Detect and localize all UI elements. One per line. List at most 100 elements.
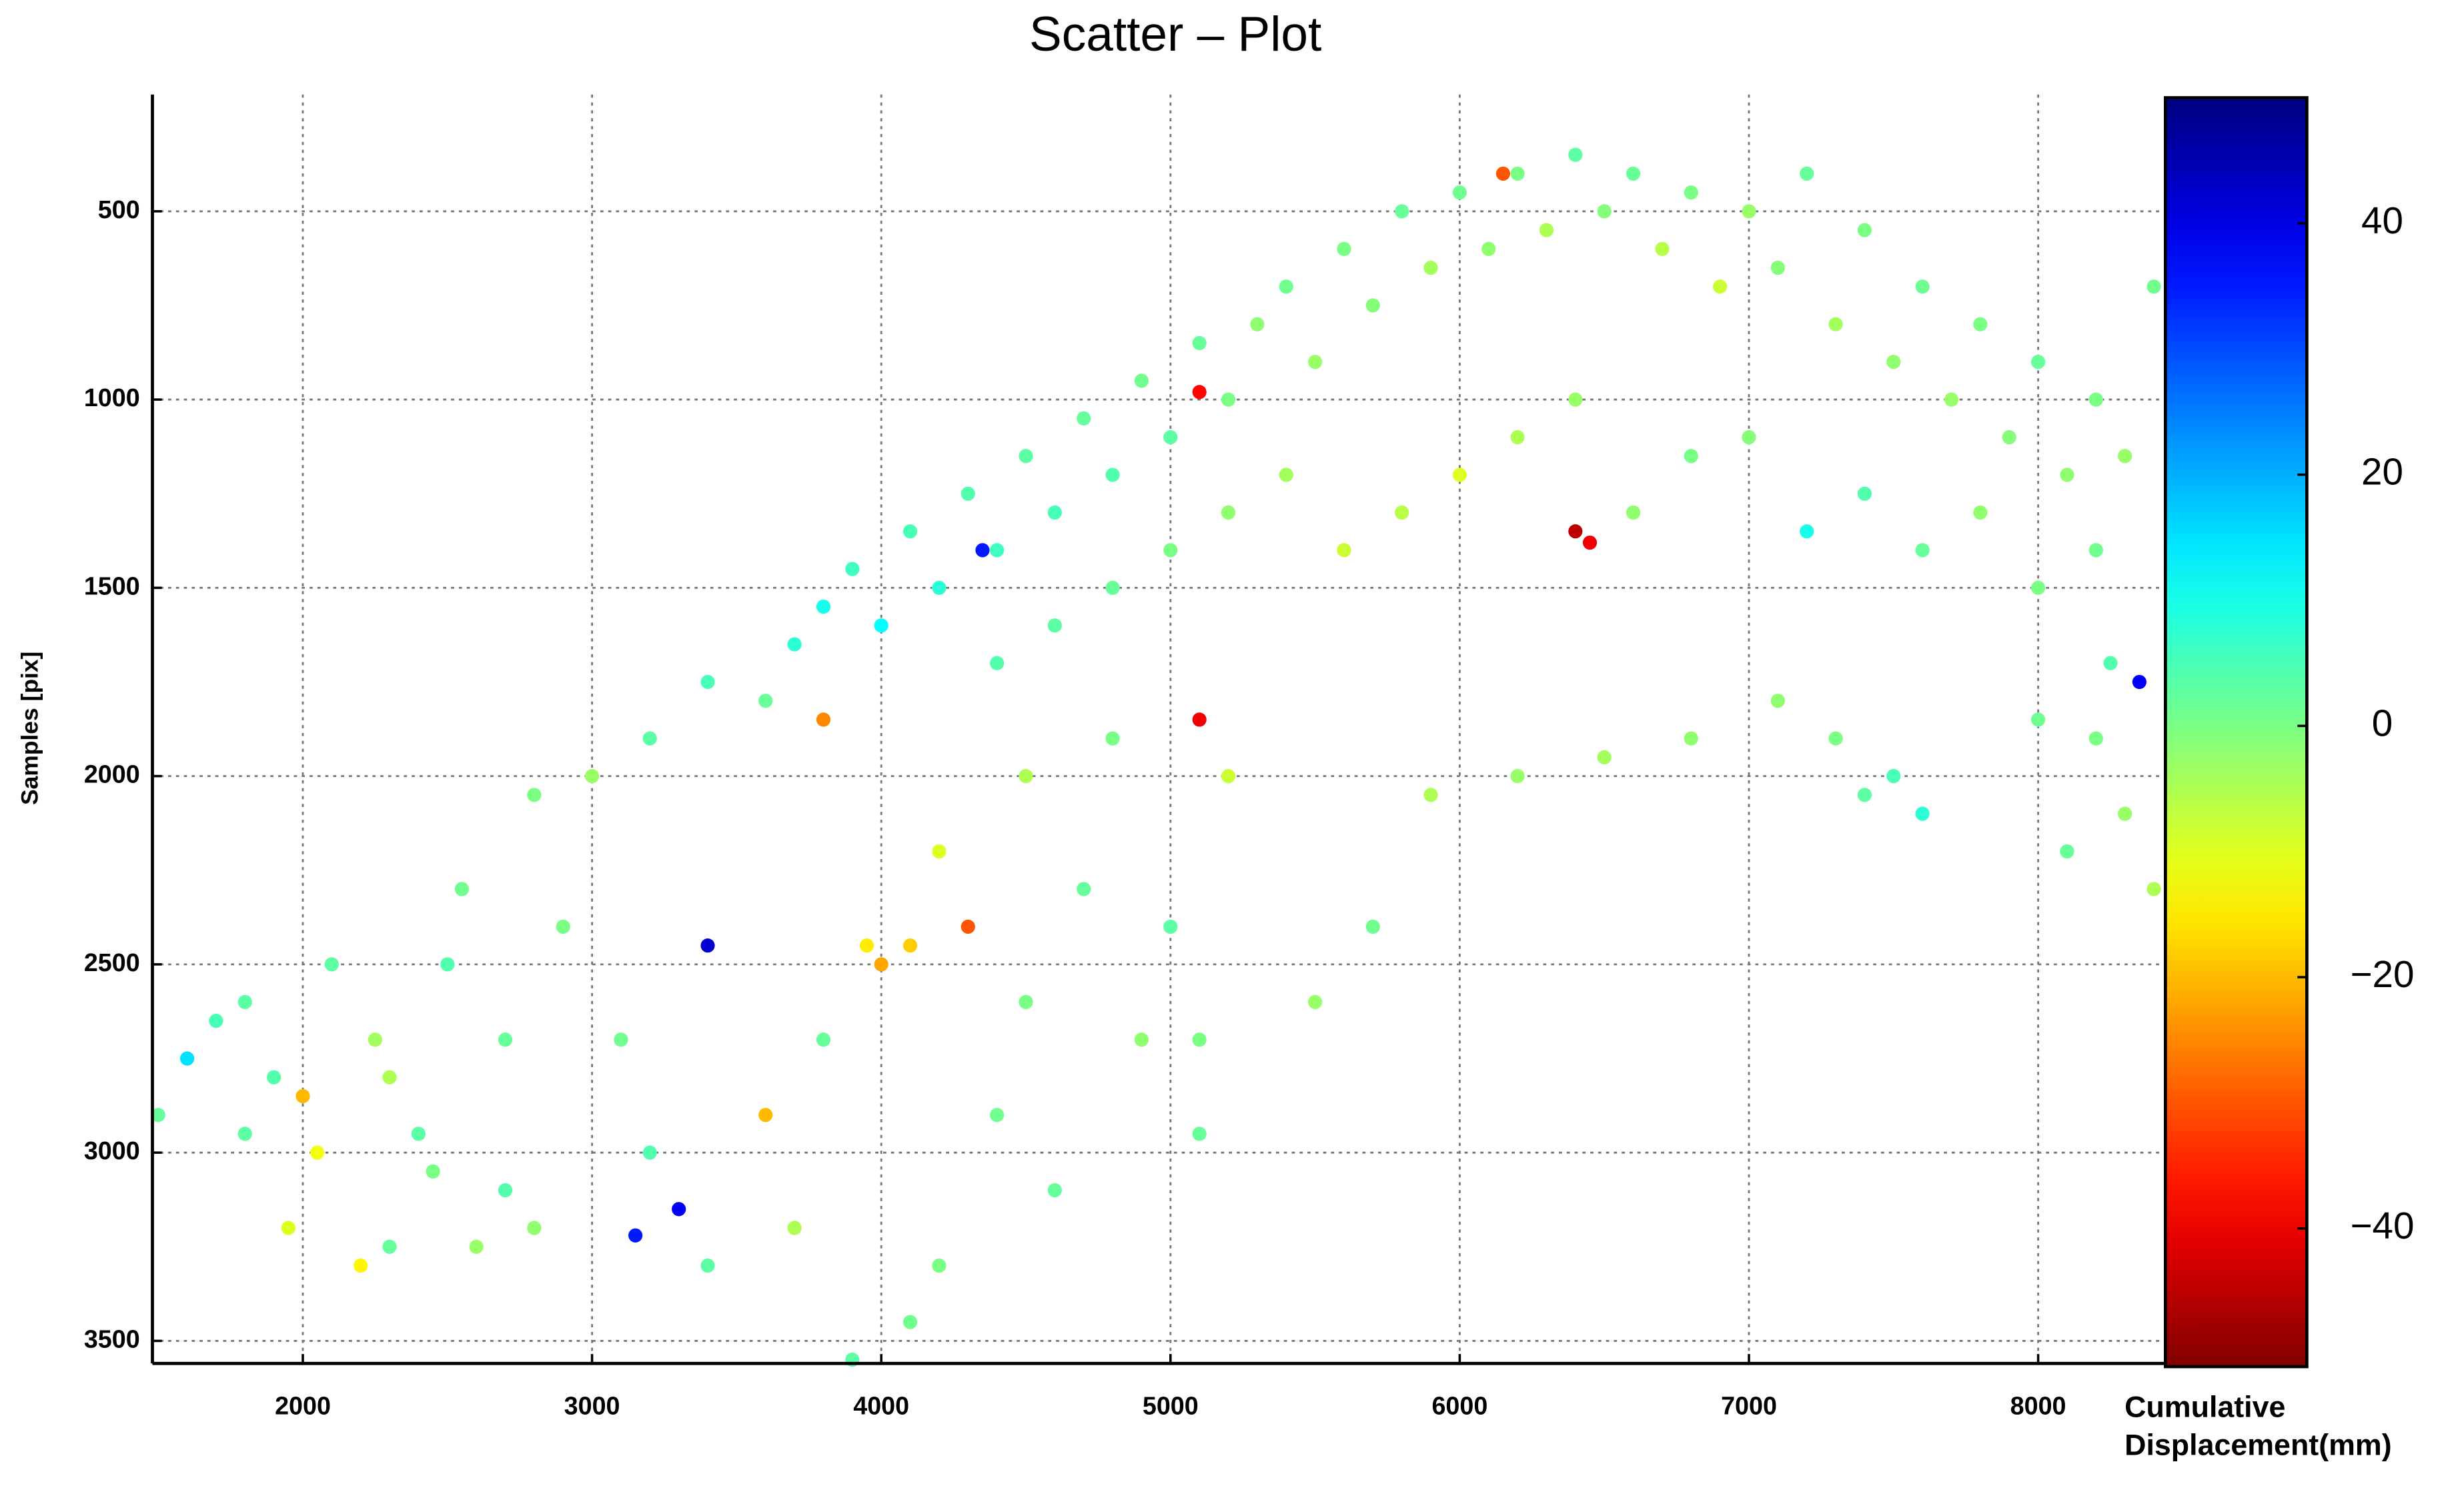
point — [1857, 788, 1872, 802]
point — [527, 1221, 542, 1235]
point — [2132, 674, 2146, 690]
point — [556, 919, 570, 934]
point — [845, 562, 860, 576]
point — [1307, 354, 1323, 369]
point — [1423, 260, 1438, 275]
point — [1047, 505, 1062, 520]
point — [1077, 411, 1091, 426]
point — [1510, 768, 1525, 784]
colorbar-tick-label: 0 — [2372, 702, 2393, 744]
point — [1597, 750, 1612, 765]
y-tick-label: 2500 — [84, 948, 140, 976]
point — [1395, 204, 1409, 219]
point — [672, 1202, 686, 1217]
axes: 2000 3000 4000 5000 6000 7000 8000 500 1000 1500 2… — [84, 94, 2415, 1419]
point — [614, 1032, 628, 1047]
point — [1134, 1032, 1149, 1047]
point — [584, 768, 600, 784]
colorbar — [2164, 96, 2309, 1369]
points — [151, 147, 2161, 1367]
point — [1105, 468, 1120, 482]
point — [1828, 317, 1843, 331]
colorbar-tick-label: −40 — [2351, 1205, 2415, 1247]
point — [1250, 317, 1265, 331]
point — [1163, 430, 1178, 445]
point — [426, 1164, 440, 1179]
point — [628, 1228, 643, 1243]
grid — [152, 94, 2166, 1364]
point — [932, 580, 947, 595]
point — [1481, 241, 1496, 256]
point — [1742, 430, 1756, 445]
x-tick-label: 4000 — [853, 1391, 909, 1419]
point — [1857, 223, 1872, 237]
point — [1915, 806, 1930, 821]
point — [1582, 535, 1598, 550]
point — [209, 1013, 223, 1028]
point — [1192, 385, 1207, 400]
point — [990, 1108, 1005, 1123]
point — [267, 1070, 281, 1084]
y-axis-label: Samples [pix] — [17, 652, 43, 805]
point — [990, 656, 1005, 670]
point — [902, 938, 918, 953]
point — [1279, 279, 1293, 294]
point — [179, 1051, 195, 1066]
point — [454, 882, 470, 896]
point — [642, 731, 657, 746]
point — [1655, 241, 1670, 256]
point — [1828, 731, 1843, 746]
point — [2088, 543, 2103, 558]
colorbar-label-box: Cumulative Displacement(mm) — [2124, 1392, 2391, 1463]
point — [816, 599, 831, 614]
x-tick-label: 7000 — [1721, 1391, 1777, 1419]
point — [1452, 468, 1467, 482]
point — [2118, 806, 2132, 821]
y-tick-label: 500 — [98, 195, 140, 223]
point — [787, 1221, 802, 1235]
point — [961, 486, 975, 501]
point — [1192, 335, 1207, 351]
point — [1047, 1183, 1062, 1198]
point — [2030, 354, 2046, 369]
point — [1452, 185, 1467, 200]
point — [1019, 994, 1033, 1009]
point — [1915, 543, 1930, 558]
y-tick-label: 2000 — [84, 760, 140, 788]
point — [2118, 449, 2132, 464]
point — [1915, 279, 1930, 294]
point — [975, 543, 990, 558]
point — [990, 543, 1005, 558]
point — [1192, 1127, 1207, 1141]
point — [1307, 994, 1323, 1009]
point — [1886, 768, 1901, 784]
point — [1105, 731, 1120, 746]
point — [1077, 882, 1091, 896]
x-tick-label: 8000 — [2010, 1391, 2066, 1419]
point — [700, 938, 715, 953]
point — [2060, 844, 2074, 859]
point — [902, 524, 918, 539]
point — [440, 957, 455, 972]
point — [1279, 468, 1293, 482]
point — [700, 1258, 715, 1273]
point — [295, 1088, 310, 1104]
point — [758, 1108, 773, 1123]
point — [902, 1315, 918, 1329]
point — [1857, 486, 1872, 501]
point — [1163, 543, 1178, 558]
point — [1192, 1032, 1207, 1047]
point — [1221, 505, 1236, 520]
y-tick-label: 3000 — [84, 1137, 140, 1165]
point — [2030, 712, 2046, 727]
point — [1684, 449, 1698, 464]
point — [1800, 166, 1814, 181]
point — [1597, 204, 1612, 219]
point — [642, 1145, 657, 1160]
y-tick-label: 1000 — [84, 384, 140, 412]
point — [1568, 524, 1583, 539]
point — [382, 1070, 397, 1084]
point — [2030, 580, 2046, 595]
point — [1510, 430, 1525, 445]
